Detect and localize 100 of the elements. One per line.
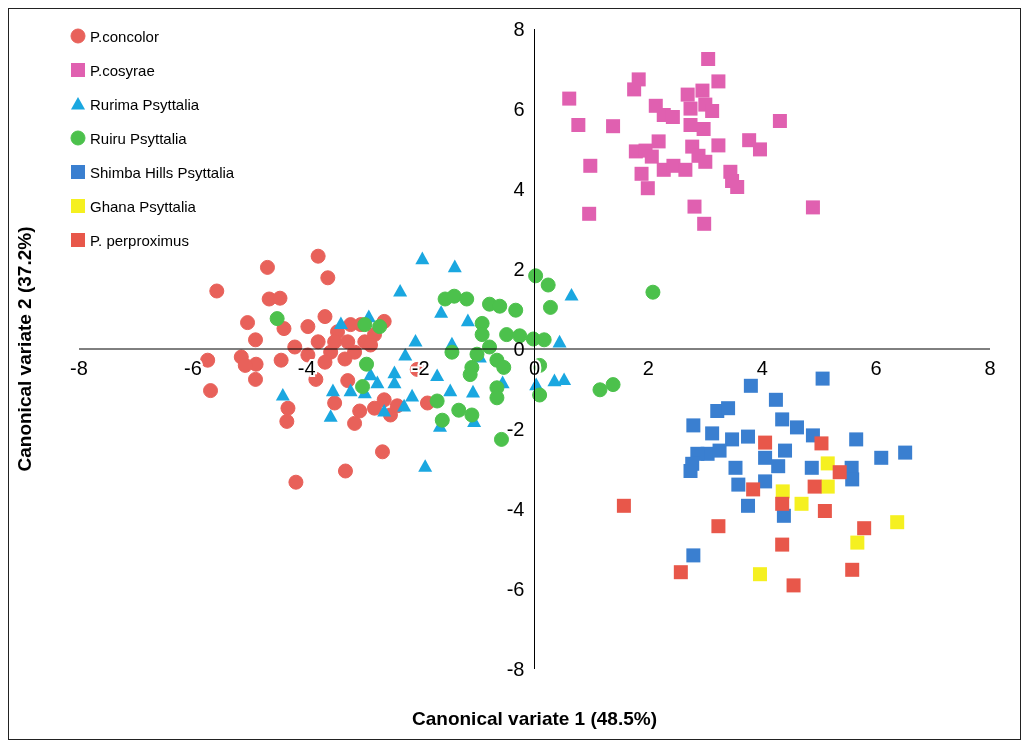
point [259,259,275,275]
point [874,450,889,465]
point [683,118,698,132]
point [492,298,508,314]
point [542,299,558,315]
legend-label: P.cosyrae [90,61,155,79]
point [651,134,666,149]
point [317,354,333,370]
point [683,101,698,116]
point [775,484,790,499]
point [789,420,804,435]
legend-label: P. perproximus [90,231,189,249]
point [418,459,433,472]
point [605,377,621,393]
point [248,332,264,348]
point [687,199,702,214]
point [741,498,756,513]
point [337,463,353,479]
point [248,371,264,387]
point [447,259,462,273]
point [696,122,711,136]
point [300,319,316,335]
point [746,482,761,497]
point [443,383,458,397]
point [771,459,786,474]
y-tick-label: -8 [506,658,525,680]
point [323,409,338,422]
point [849,432,864,447]
point [701,52,716,66]
point [430,368,445,381]
y-tick-label: -6 [506,578,525,600]
point [325,383,340,397]
y-tick-label: 4 [513,178,525,200]
y-axis-title: Canonical variate 2 (37.2%) [14,226,35,472]
point [466,384,481,398]
point [686,548,701,563]
point [564,288,579,301]
point [446,288,462,304]
x-axis-title: Canonical variate 1 (48.5%) [412,708,657,729]
point [489,390,505,406]
x-tick-label: -4 [297,357,316,379]
point [814,436,829,451]
point [376,392,392,408]
point [434,305,449,318]
point [571,118,586,132]
point [741,429,756,444]
point [276,321,292,337]
point [355,379,371,395]
point [645,284,661,300]
point [820,479,835,494]
y-tick-label: -4 [506,498,525,520]
point [240,315,256,331]
point [778,443,793,458]
point [582,206,597,221]
point [698,154,713,169]
point [772,114,787,128]
point [752,142,767,157]
point [898,445,913,460]
point [711,519,726,534]
point [712,443,727,458]
y-tick-label: 2 [513,258,525,280]
point [393,284,408,297]
point [752,567,767,582]
point [459,291,475,307]
point [627,82,642,97]
point [678,162,693,177]
legend-label: P.concolor [90,27,159,45]
point [640,181,655,196]
point [451,402,467,418]
point [683,464,698,478]
point [805,200,820,215]
point [592,382,608,398]
point [415,251,430,265]
point [474,327,490,343]
point [794,496,809,511]
point [890,515,905,530]
point [775,537,790,552]
point [725,432,740,447]
point [583,158,598,173]
point [817,504,832,518]
point [370,375,385,389]
point [273,352,289,368]
point [695,83,710,98]
point [429,393,445,409]
point [372,319,388,335]
legend-label: Shimba Hills Psyttalia [90,163,235,181]
point [397,398,412,412]
point [508,302,524,318]
legend-label: Ghana Psyttalia [90,197,196,215]
point [203,383,219,399]
point [377,404,392,417]
point [832,465,847,480]
point [269,311,285,327]
point [496,359,512,375]
y-tick-label: -2 [506,418,525,440]
point [807,479,822,494]
point [557,372,572,385]
point [493,431,509,447]
point [686,418,701,433]
point [705,426,720,441]
